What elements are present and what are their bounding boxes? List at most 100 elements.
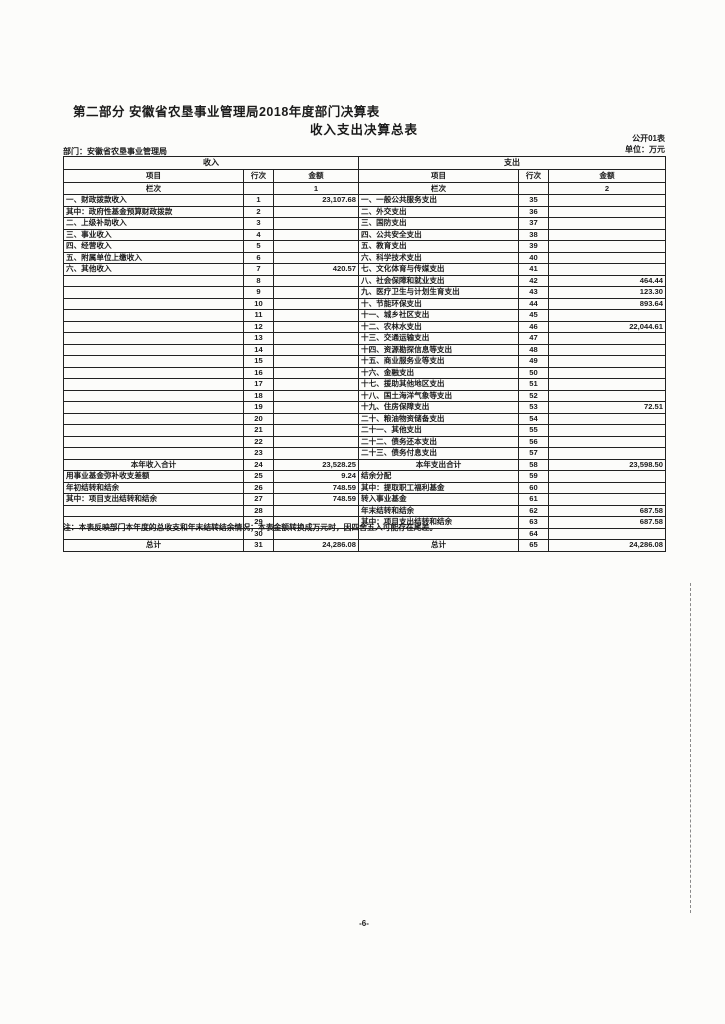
table-row: 总计 31 24,286.08 总计 65 24,286.08	[63, 539, 666, 552]
cell-expense-rowno: 56	[518, 435, 549, 448]
cell-income-rowno: 13	[243, 332, 274, 345]
table-row: 30 64	[63, 527, 666, 540]
cell-expense-amount: 22,044.61	[548, 320, 666, 333]
expense-amount-header: 金额	[548, 169, 666, 183]
unit-label: 单位：万元	[625, 145, 665, 154]
cell-income-rowno: 23	[243, 447, 274, 460]
cell-expense-rowno: 53	[518, 401, 549, 414]
table-row: 四、经营收入 5 五、教育支出 39	[63, 240, 666, 253]
cell-expense-item: 十一、城乡社区支出	[358, 309, 519, 322]
cell-expense-amount	[548, 194, 666, 207]
cell-income-item	[63, 332, 244, 345]
cell-expense-rowno: 64	[518, 527, 549, 540]
income-section-header: 收入	[63, 156, 359, 170]
cell-expense-amount	[548, 435, 666, 448]
table-row: 其中：政府性基金预算财政拨款 2 二、外交支出 36	[63, 205, 666, 218]
cell-expense-amount: 893.64	[548, 297, 666, 310]
cell-income-rowno: 10	[243, 297, 274, 310]
cell-income-item	[63, 435, 244, 448]
cell-expense-item: 十八、国土海洋气象等支出	[358, 389, 519, 402]
department-label: 部门：安徽省农垦事业管理局	[63, 147, 167, 156]
cell-income-item	[63, 274, 244, 287]
cell-expense-amount	[548, 217, 666, 230]
cell-income-amount	[273, 205, 359, 218]
table-row: 21 二十一、其他支出 55	[63, 424, 666, 437]
cell-expense-rowno: 49	[518, 355, 549, 368]
cell-income-item: 本年收入合计	[63, 458, 244, 471]
cell-income-amount	[273, 274, 359, 287]
cell-expense-item: 三、国防支出	[358, 217, 519, 230]
cell-expense-rowno: 42	[518, 274, 549, 287]
table-row: 二、上级补助收入 3 三、国防支出 37	[63, 217, 666, 230]
cell-income-rowno: 7	[243, 263, 274, 276]
cell-income-item: 其中：政府性基金预算财政拨款	[63, 205, 244, 218]
lanci-row: 栏次 1 栏次 2	[63, 182, 666, 195]
cell-expense-amount: 24,286.08	[548, 539, 666, 552]
cell-expense-item: 本年支出合计	[358, 458, 519, 471]
cell-expense-item: 年末结转和结余	[358, 504, 519, 517]
cell-expense-rowno: 58	[518, 458, 549, 471]
table-row: 20 二十、粮油物资储备支出 54	[63, 412, 666, 425]
cell-income-amount	[273, 309, 359, 322]
cell-income-rowno: 14	[243, 343, 274, 356]
expense-rowno-header: 行次	[518, 169, 549, 183]
cell-income-amount	[273, 389, 359, 402]
cell-income-item	[63, 355, 244, 368]
cell-expense-item: 四、公共安全支出	[358, 228, 519, 241]
cell-expense-amount	[548, 389, 666, 402]
scan-artifact-line	[690, 583, 691, 913]
income-lanci-label: 栏次	[63, 182, 244, 195]
cell-income-item	[63, 286, 244, 299]
expense-lanci-label: 栏次	[358, 182, 519, 195]
cell-income-amount: 420.57	[273, 263, 359, 276]
cell-expense-amount: 464.44	[548, 274, 666, 287]
cell-expense-amount	[548, 527, 666, 540]
table-row: 9 九、医疗卫生与计划生育支出 43 123.30	[63, 286, 666, 299]
cell-expense-amount	[548, 447, 666, 460]
income-expense-table: 收入 支出 项目 行次 金额 项目 行次 金额 栏次 1 栏次 2 一、财政拨款…	[63, 156, 666, 552]
cell-income-item: 三、事业收入	[63, 228, 244, 241]
cell-income-rowno: 22	[243, 435, 274, 448]
cell-expense-amount	[548, 470, 666, 483]
cell-income-amount	[273, 343, 359, 356]
cell-expense-amount	[548, 251, 666, 264]
cell-expense-item: 五、教育支出	[358, 240, 519, 253]
cell-expense-rowno: 65	[518, 539, 549, 552]
cell-expense-rowno: 45	[518, 309, 549, 322]
table-row: 17 十七、援助其他地区支出 51	[63, 378, 666, 391]
cell-expense-rowno: 35	[518, 194, 549, 207]
cell-expense-rowno: 37	[518, 217, 549, 230]
cell-income-amount	[273, 355, 359, 368]
cell-income-amount: 23,107.68	[273, 194, 359, 207]
cell-income-rowno: 2	[243, 205, 274, 218]
cell-income-rowno: 24	[243, 458, 274, 471]
table-row: 三、事业收入 4 四、公共安全支出 38	[63, 228, 666, 241]
cell-income-item: 年初结转和结余	[63, 481, 244, 494]
cell-income-item: 一、财政拨款收入	[63, 194, 244, 207]
cell-income-item	[63, 504, 244, 517]
cell-income-rowno: 20	[243, 412, 274, 425]
cell-income-rowno: 9	[243, 286, 274, 299]
income-item-header: 项目	[63, 169, 244, 183]
cell-income-rowno: 19	[243, 401, 274, 414]
cell-expense-rowno: 38	[518, 228, 549, 241]
cell-income-amount	[273, 412, 359, 425]
cell-expense-item: 一、一般公共服务支出	[358, 194, 519, 207]
cell-expense-amount: 687.58	[548, 504, 666, 517]
page-number: -6-	[359, 919, 369, 928]
cell-income-rowno: 18	[243, 389, 274, 402]
cell-expense-item: 十、节能环保支出	[358, 297, 519, 310]
section-title: 第二部分 安徽省农垦事业管理局2018年度部门决算表	[73, 105, 380, 119]
cell-income-item: 用事业基金弥补收支差额	[63, 470, 244, 483]
cell-expense-amount	[548, 228, 666, 241]
section-header-row: 收入 支出	[63, 156, 666, 170]
cell-expense-amount	[548, 481, 666, 494]
cell-expense-rowno: 62	[518, 504, 549, 517]
cell-income-amount	[273, 297, 359, 310]
cell-expense-amount	[548, 424, 666, 437]
cell-expense-item: 十四、资源勘探信息等支出	[358, 343, 519, 356]
cell-expense-amount	[548, 378, 666, 391]
cell-income-amount: 9.24	[273, 470, 359, 483]
form-code-label: 公开01表	[632, 134, 665, 143]
